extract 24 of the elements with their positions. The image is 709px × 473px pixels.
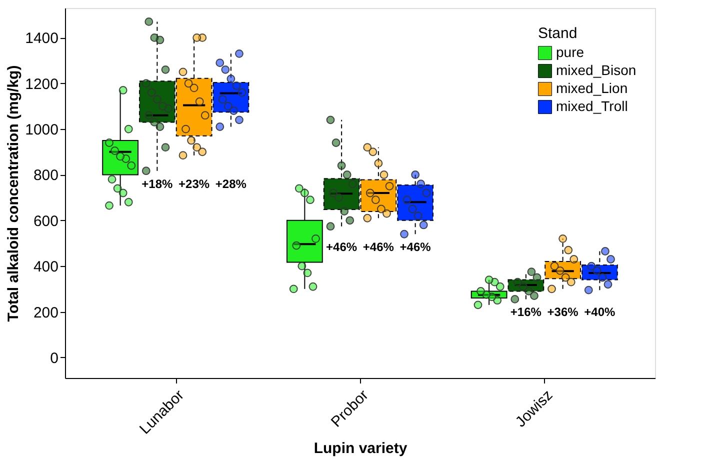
y-tick-label: 0: [50, 350, 58, 367]
annotation: +16%: [510, 305, 542, 320]
annotation: +46%: [400, 240, 432, 254]
annotation: +46%: [326, 240, 358, 254]
y-tick-label: 400: [33, 258, 58, 276]
y-tick-label: 600: [33, 212, 58, 230]
annotation: +36%: [547, 305, 579, 320]
annotation: +46%: [362, 240, 394, 254]
y-tick-label: 200: [33, 304, 58, 322]
annotation: +28%: [215, 176, 247, 191]
y-tick-label: 800: [33, 167, 58, 184]
legend-label: mixed_Troll: [556, 98, 628, 114]
annotation: +23%: [178, 176, 210, 191]
annotation: +18%: [142, 176, 174, 191]
y-axis-title: Total alkaloid concentration (mg/kg): [5, 65, 22, 322]
y-tick-label: 1400: [25, 30, 58, 48]
y-tick-label: 1200: [25, 76, 58, 93]
y-tick-label: 1000: [25, 122, 58, 139]
annotation: +40%: [584, 305, 616, 320]
legend-title: Stand: [538, 25, 578, 42]
legend-label: mixed_Bison: [556, 62, 636, 78]
legend-label: mixed_Lion: [556, 80, 628, 96]
legend-label: pure: [556, 44, 584, 60]
x-axis-title: Lupin variety: [314, 440, 408, 458]
